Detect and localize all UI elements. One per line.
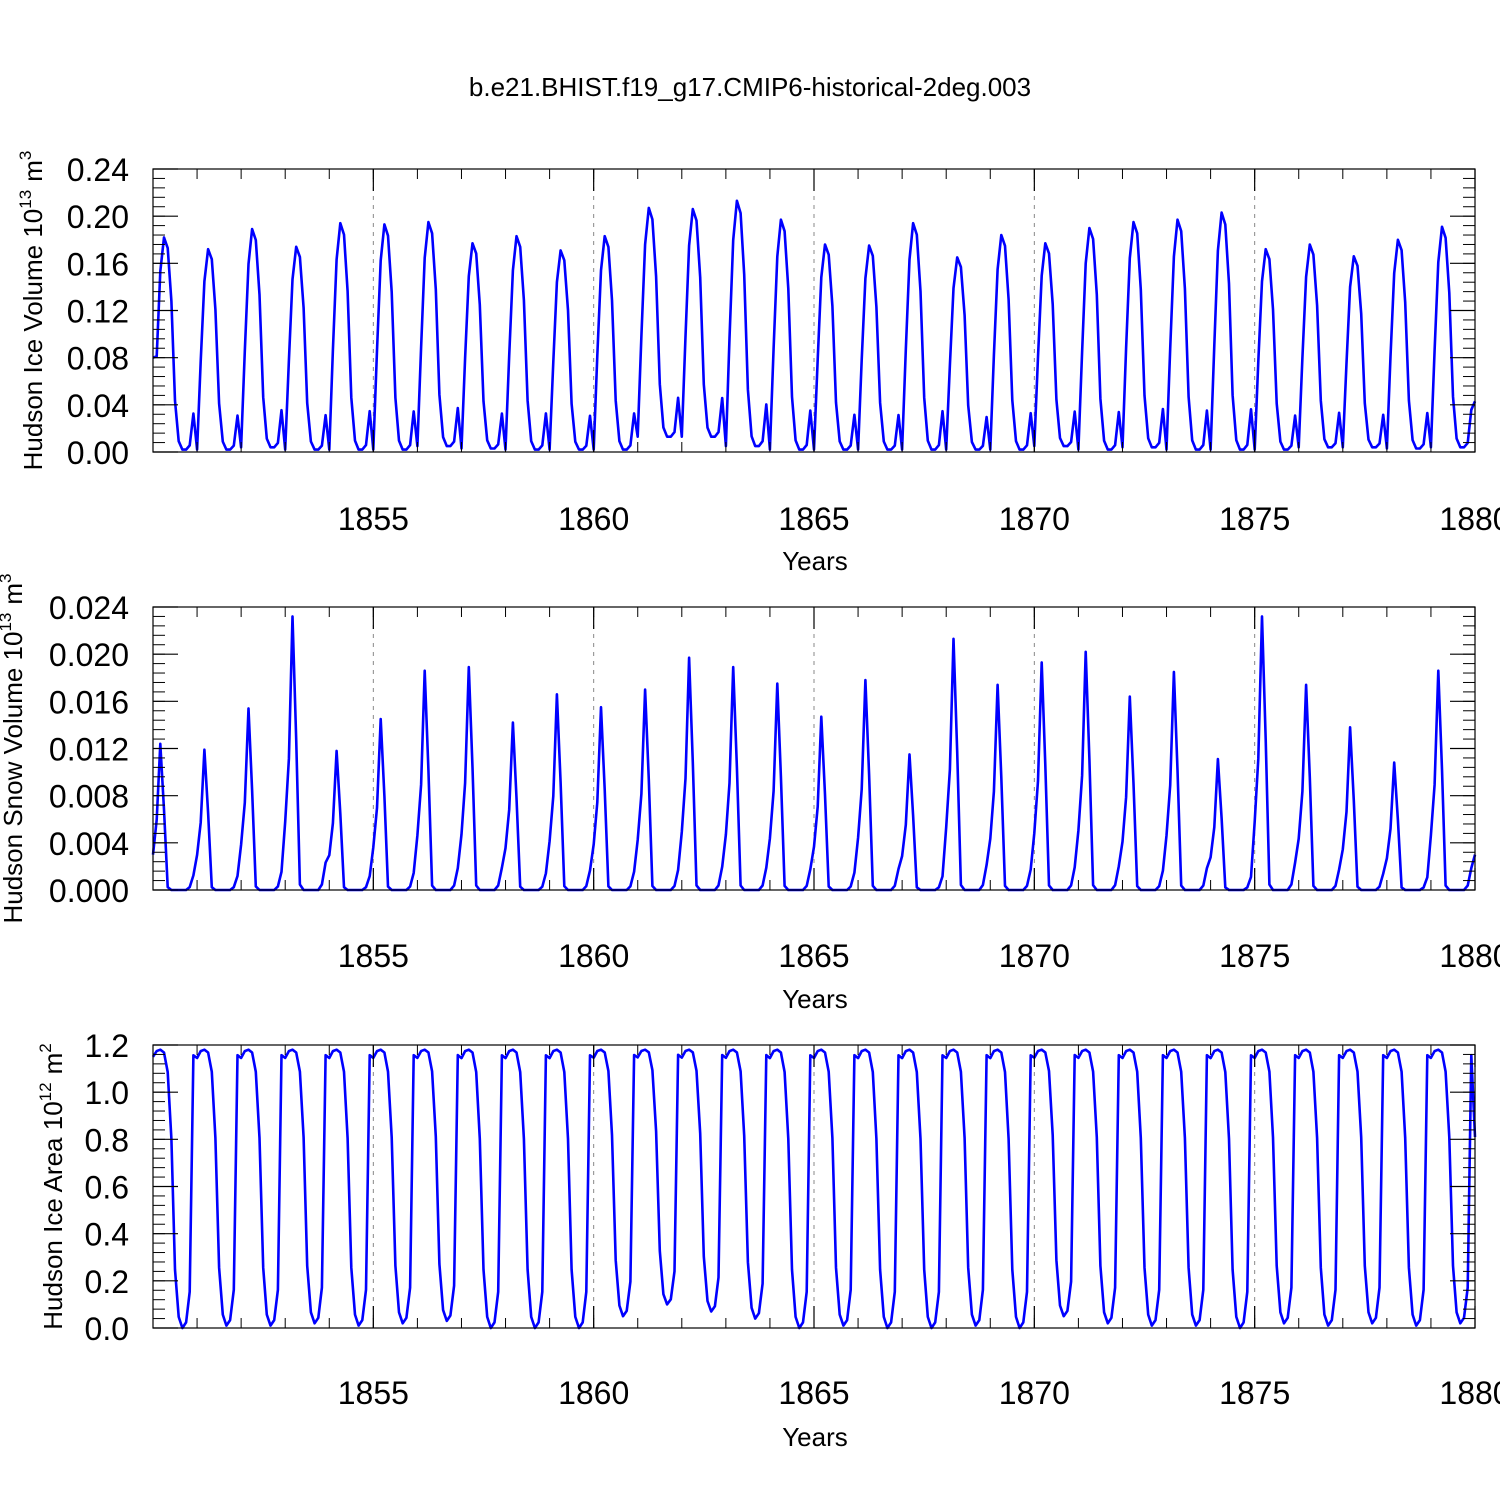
y-tick-label: 0.20 [67, 199, 129, 235]
y-tick-label: 0.008 [49, 779, 129, 815]
y-axis-label: Hudson Snow Volume 1013 m3 [0, 573, 28, 923]
y-axis-label-unit: m [0, 583, 28, 605]
y-axis-label-exponent: 13 [16, 190, 35, 209]
y-tick-label: 0.000 [49, 873, 129, 909]
x-axis-label: Years [782, 546, 848, 576]
y-axis-label: Hudson Ice Area 1012 m2 [36, 1043, 68, 1329]
x-tick-label: 1860 [558, 938, 629, 974]
y-tick-label: 0.00 [67, 435, 129, 471]
panel-2: 0.000 0.004 0.008 0.012 0.016 0.020 0.024 1855 1… [0, 573, 1500, 1014]
x-tick-label: 1880 [1439, 938, 1500, 974]
x-tick-label: 1865 [778, 1375, 849, 1411]
x-tick-label: 1860 [558, 1375, 629, 1411]
x-axis-label: Years [782, 984, 848, 1014]
series-line [151, 615, 1477, 892]
y-tick-label: 1.0 [85, 1075, 129, 1111]
y-axis-label-unit-exponent: 3 [0, 573, 15, 582]
x-tick-label: 1870 [999, 938, 1070, 974]
y-tick-label: 0.024 [49, 590, 129, 626]
y-tick-label: 0.04 [67, 388, 129, 424]
y-tick-label: 0.24 [67, 152, 129, 188]
x-tick-label: 1865 [778, 938, 849, 974]
y-axis-label-main: Hudson Snow Volume 10 [0, 632, 28, 924]
y-tick-label: 0.4 [85, 1217, 129, 1253]
y-axis-label-unit: m [18, 160, 48, 182]
x-tick-label: 1875 [1219, 1375, 1290, 1411]
x-tick-label: 1855 [338, 501, 409, 537]
x-tick-label: 1865 [778, 501, 849, 537]
y-tick-label: 0.012 [49, 732, 129, 768]
y-axis-label-main: Hudson Ice Area 10 [38, 1101, 68, 1329]
x-tick-label: 1875 [1219, 501, 1290, 537]
x-tick-label: 1870 [999, 501, 1070, 537]
x-tick-label: 1860 [558, 501, 629, 537]
x-tick-label: 1855 [338, 938, 409, 974]
panel-3: 0.0 0.2 0.4 0.6 0.8 1.0 1.2 1855 1860 1865 1870 187… [36, 1028, 1500, 1452]
y-tick-label: 0.0 [85, 1311, 129, 1347]
y-tick-label: 0.08 [67, 341, 129, 377]
y-tick-label: 0.6 [85, 1170, 129, 1206]
chart-title: b.e21.BHIST.f19_g17.CMIP6-historical-2de… [469, 72, 1031, 102]
x-tick-label: 1880 [1439, 1375, 1500, 1411]
y-tick-label: 0.2 [85, 1264, 129, 1300]
y-axis-label-exponent: 13 [0, 613, 15, 632]
y-tick-label: 0.004 [49, 826, 129, 862]
y-tick-label: 0.016 [49, 684, 129, 720]
y-axis-label-exponent: 12 [36, 1082, 55, 1101]
y-tick-label: 1.2 [85, 1028, 129, 1064]
y-tick-label: 0.8 [85, 1122, 129, 1158]
x-axis-label: Years [782, 1422, 848, 1452]
y-axis-label: Hudson Ice Volume 1013 m3 [16, 151, 48, 471]
y-tick-label: 0.16 [67, 246, 129, 282]
y-tick-label: 0.020 [49, 637, 129, 673]
x-tick-label: 1880 [1439, 501, 1500, 537]
y-axis-label-unit-exponent: 2 [36, 1043, 55, 1052]
panel-1: 0.00 0.04 0.08 0.12 0.16 0.20 0.24 1855 1860 1865… [16, 151, 1500, 576]
x-tick-label: 1875 [1219, 938, 1290, 974]
x-tick-label: 1870 [999, 1375, 1070, 1411]
y-axis-label-unit: m [38, 1053, 68, 1075]
y-tick-label: 0.12 [67, 294, 129, 330]
y-axis-label-unit-exponent: 3 [16, 151, 35, 160]
y-axis-label-main: Hudson Ice Volume 10 [18, 209, 48, 471]
x-tick-label: 1855 [338, 1375, 409, 1411]
